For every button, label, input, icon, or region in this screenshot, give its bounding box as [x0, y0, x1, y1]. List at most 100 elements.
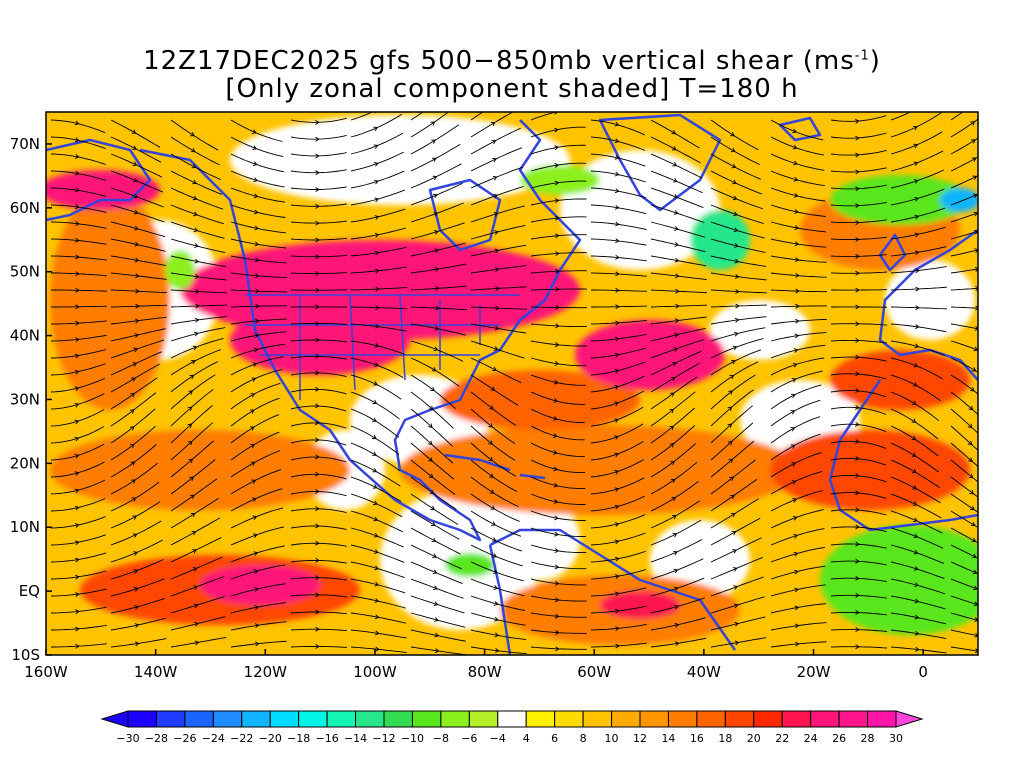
streamline-arrow — [254, 225, 260, 231]
greenland-outline — [598, 113, 722, 212]
streamline-arrow — [733, 585, 739, 590]
streamline-arrow — [488, 456, 494, 462]
streamline-arrow — [251, 377, 257, 382]
streamline-arrow — [911, 418, 917, 423]
streamline-arrow — [372, 467, 378, 473]
streamline-arrow — [131, 497, 137, 502]
streamline-arrow — [614, 452, 620, 458]
streamline-arrow — [374, 179, 379, 185]
streamline-arrow — [74, 120, 80, 126]
streamline-arrow — [791, 480, 797, 485]
streamline-arrow — [732, 345, 738, 351]
streamline-arrow — [429, 489, 435, 495]
streamline-arrow — [315, 609, 320, 615]
streamline-arrow — [75, 320, 80, 326]
streamline-arrow — [129, 409, 135, 414]
streamline-arrow — [730, 131, 735, 137]
colorbar-label: −30 — [116, 732, 139, 745]
streamline-arrow — [792, 362, 798, 368]
streamline-arrow — [795, 273, 800, 278]
streamline-arrow — [490, 386, 496, 391]
streamline-arrow — [74, 557, 80, 563]
streamline-arrow — [855, 287, 860, 293]
streamline-arrow — [254, 257, 260, 263]
streamline-arrow — [434, 248, 440, 254]
lon-tick-label: 60W — [577, 663, 611, 681]
streamline-arrow — [733, 331, 739, 337]
colorbar-label: −16 — [316, 732, 339, 745]
streamline-arrow — [191, 531, 197, 536]
colorbar-label: −4 — [490, 732, 506, 745]
streamline-arrow — [433, 230, 439, 235]
streamline-arrow — [671, 145, 677, 151]
streamline-arrow — [732, 567, 738, 572]
colorbar-label: 10 — [605, 732, 619, 745]
streamline-arrow — [970, 505, 975, 511]
streamline-arrow — [731, 531, 737, 536]
lat-tick-label: 70N — [10, 135, 40, 153]
streamline-arrow — [855, 558, 860, 564]
streamline-arrow — [914, 324, 920, 330]
streamline-arrow — [733, 227, 739, 233]
streamline-arrow — [373, 549, 379, 554]
streamline-arrow — [913, 549, 919, 555]
streamline-arrow — [855, 371, 860, 377]
streamline-arrow — [134, 257, 140, 263]
streamline-arrow — [669, 425, 675, 431]
streamline-arrow — [795, 318, 800, 324]
streamline-arrow — [554, 548, 560, 554]
streamline-arrow — [375, 268, 380, 274]
streamline-arrow — [614, 522, 620, 527]
streamline-arrow — [554, 342, 560, 348]
streamline-arrow — [614, 352, 620, 358]
streamline-arrow — [971, 139, 976, 144]
streamline-arrow — [255, 288, 260, 294]
streamline-arrow — [192, 549, 198, 554]
streamline-arrow — [914, 214, 920, 220]
streamline-arrow — [615, 271, 620, 277]
streamline-arrow — [913, 362, 919, 368]
colorbar-swatch — [326, 710, 357, 728]
streamline-arrow — [614, 385, 620, 390]
lat-tick-label: EQ — [19, 582, 40, 600]
streamline-arrow — [793, 569, 799, 575]
streamline-arrow — [493, 346, 499, 351]
streamline-arrow — [733, 211, 739, 217]
streamline-arrow — [553, 466, 559, 472]
colorbar-swatch — [212, 710, 243, 728]
streamline-arrow — [434, 632, 440, 638]
streamline-arrow — [914, 630, 920, 636]
north-america-outline — [139, 119, 582, 542]
colorbar-label: 30 — [889, 732, 903, 745]
streamline-arrow — [492, 569, 498, 574]
streamline-arrow — [315, 153, 320, 159]
streamline-arrow — [315, 337, 320, 343]
streamline-arrow — [133, 347, 139, 353]
colorbar-high-arrow — [895, 710, 924, 728]
streamline-arrow — [855, 169, 860, 175]
streamline-arrow — [488, 423, 494, 428]
colorbar-label: −22 — [230, 732, 253, 745]
streamline-arrow — [673, 347, 679, 352]
streamline-arrow — [554, 564, 560, 570]
streamline-arrow — [913, 533, 919, 539]
title-line-1: 12Z17DEC2025 gfs 500−850mb vertical shea… — [143, 46, 881, 76]
streamline-arrow — [135, 303, 140, 309]
streamline-arrow — [670, 460, 675, 466]
colorbar-swatch — [355, 710, 385, 728]
streamline-arrow — [194, 640, 200, 646]
colorbar-low-arrow — [100, 710, 129, 728]
streamline-arrow — [855, 438, 860, 444]
streamline — [950, 306, 978, 309]
streamline-arrow — [913, 566, 919, 571]
streamline-arrow — [315, 506, 320, 512]
streamline-arrow — [430, 104, 434, 108]
alaska-outline — [46, 138, 152, 222]
streamline-arrow — [914, 582, 920, 588]
streamline-arrow — [131, 129, 137, 134]
colorbar-swatch — [582, 710, 613, 728]
streamline-arrow — [314, 437, 320, 443]
streamline-arrow — [855, 644, 860, 650]
streamline-arrow — [553, 499, 559, 505]
streamline-arrow — [254, 318, 260, 324]
